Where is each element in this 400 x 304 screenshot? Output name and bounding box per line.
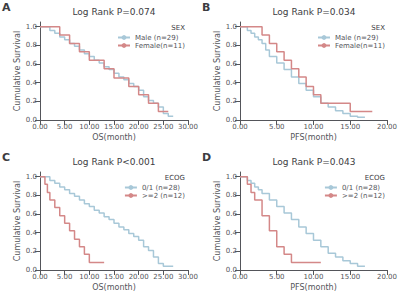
svg-text:0.2: 0.2 bbox=[26, 247, 37, 255]
svg-text:SEX: SEX bbox=[371, 24, 385, 32]
svg-text:0.8: 0.8 bbox=[226, 191, 237, 199]
svg-text:0.8: 0.8 bbox=[226, 41, 237, 49]
svg-text:0.00: 0.00 bbox=[232, 123, 248, 131]
svg-text:0/1 (n=28): 0/1 (n=28) bbox=[142, 184, 180, 192]
svg-text:0.00: 0.00 bbox=[232, 273, 248, 281]
svg-text:Female(n=11): Female(n=11) bbox=[135, 42, 185, 50]
svg-text:A: A bbox=[2, 1, 11, 14]
svg-text:1.0: 1.0 bbox=[226, 173, 237, 181]
svg-text:5.00: 5.00 bbox=[269, 273, 285, 281]
svg-text:20.00: 20.00 bbox=[129, 123, 149, 131]
svg-text:OS(month): OS(month) bbox=[92, 133, 136, 142]
svg-text:C: C bbox=[2, 151, 10, 164]
svg-text:0.4: 0.4 bbox=[226, 79, 238, 87]
svg-text:0.0: 0.0 bbox=[25, 116, 37, 124]
svg-text:0/1 (n=28): 0/1 (n=28) bbox=[342, 184, 380, 192]
svg-text:0.00: 0.00 bbox=[32, 273, 48, 281]
svg-text:0.8: 0.8 bbox=[26, 41, 37, 49]
svg-text:Female(n=11): Female(n=11) bbox=[335, 42, 385, 50]
svg-text:15.00: 15.00 bbox=[104, 273, 124, 281]
svg-text:0.2: 0.2 bbox=[26, 97, 37, 105]
svg-text:Log Rank P=0.074: Log Rank P=0.074 bbox=[72, 7, 155, 17]
svg-text:10.00: 10.00 bbox=[79, 273, 99, 281]
svg-text:15.00: 15.00 bbox=[340, 273, 360, 281]
svg-text:>=2 (n=12): >=2 (n=12) bbox=[342, 192, 385, 200]
svg-text:1.0: 1.0 bbox=[226, 23, 237, 31]
svg-text:PFS(month): PFS(month) bbox=[290, 283, 337, 292]
svg-text:OS(month): OS(month) bbox=[92, 283, 136, 292]
svg-text:10.00: 10.00 bbox=[303, 123, 323, 131]
svg-text:SEX: SEX bbox=[171, 24, 185, 32]
svg-text:1.0: 1.0 bbox=[26, 23, 37, 31]
svg-text:0.0: 0.0 bbox=[25, 266, 37, 274]
svg-text:5.00: 5.00 bbox=[57, 273, 73, 281]
svg-text:0.0: 0.0 bbox=[225, 266, 237, 274]
svg-text:0.0: 0.0 bbox=[225, 116, 237, 124]
svg-text:0.2: 0.2 bbox=[226, 247, 237, 255]
svg-text:20.00: 20.00 bbox=[129, 273, 149, 281]
svg-text:Male (n=29): Male (n=29) bbox=[335, 34, 379, 42]
svg-text:Log Rank P<0.001: Log Rank P<0.001 bbox=[72, 157, 155, 167]
svg-text:0.6: 0.6 bbox=[26, 60, 38, 68]
svg-text:20.00: 20.00 bbox=[377, 273, 397, 281]
svg-text:Male (n=29): Male (n=29) bbox=[135, 34, 179, 42]
svg-text:0.4: 0.4 bbox=[26, 229, 38, 237]
svg-text:Cumulative Survival: Cumulative Survival bbox=[13, 31, 22, 111]
svg-text:15.00: 15.00 bbox=[104, 123, 124, 131]
svg-text:15.00: 15.00 bbox=[340, 123, 360, 131]
svg-text:Log Rank P=0.043: Log Rank P=0.043 bbox=[272, 157, 355, 167]
svg-text:ECOG: ECOG bbox=[365, 174, 385, 182]
svg-text:0.00: 0.00 bbox=[32, 123, 48, 131]
svg-text:0.6: 0.6 bbox=[226, 60, 238, 68]
svg-text:Log Rank P=0.034: Log Rank P=0.034 bbox=[272, 7, 355, 17]
svg-text:30.00: 30.00 bbox=[178, 273, 198, 281]
svg-text:ECOG: ECOG bbox=[165, 174, 185, 182]
svg-text:30.00: 30.00 bbox=[178, 123, 198, 131]
svg-text:20.00: 20.00 bbox=[377, 123, 397, 131]
svg-text:1.0: 1.0 bbox=[26, 173, 37, 181]
svg-text:>=2 (n=12): >=2 (n=12) bbox=[142, 192, 185, 200]
svg-text:0.4: 0.4 bbox=[26, 79, 38, 87]
svg-text:Cumulative Survival: Cumulative Survival bbox=[213, 31, 222, 111]
svg-text:5.00: 5.00 bbox=[57, 123, 73, 131]
svg-text:0.6: 0.6 bbox=[26, 210, 38, 218]
svg-text:0.8: 0.8 bbox=[26, 191, 37, 199]
svg-text:D: D bbox=[202, 151, 211, 164]
svg-text:5.00: 5.00 bbox=[269, 123, 285, 131]
svg-text:10.00: 10.00 bbox=[303, 273, 323, 281]
svg-text:Cumulative Survival: Cumulative Survival bbox=[213, 181, 222, 261]
svg-text:Cumulative Survival: Cumulative Survival bbox=[13, 181, 22, 261]
svg-text:10.00: 10.00 bbox=[79, 123, 99, 131]
svg-text:B: B bbox=[202, 1, 210, 14]
svg-text:0.2: 0.2 bbox=[226, 97, 237, 105]
svg-text:PFS(month): PFS(month) bbox=[290, 133, 337, 142]
svg-text:25.00: 25.00 bbox=[153, 273, 173, 281]
svg-text:0.4: 0.4 bbox=[226, 229, 238, 237]
svg-text:0.6: 0.6 bbox=[226, 210, 238, 218]
svg-text:25.00: 25.00 bbox=[153, 123, 173, 131]
